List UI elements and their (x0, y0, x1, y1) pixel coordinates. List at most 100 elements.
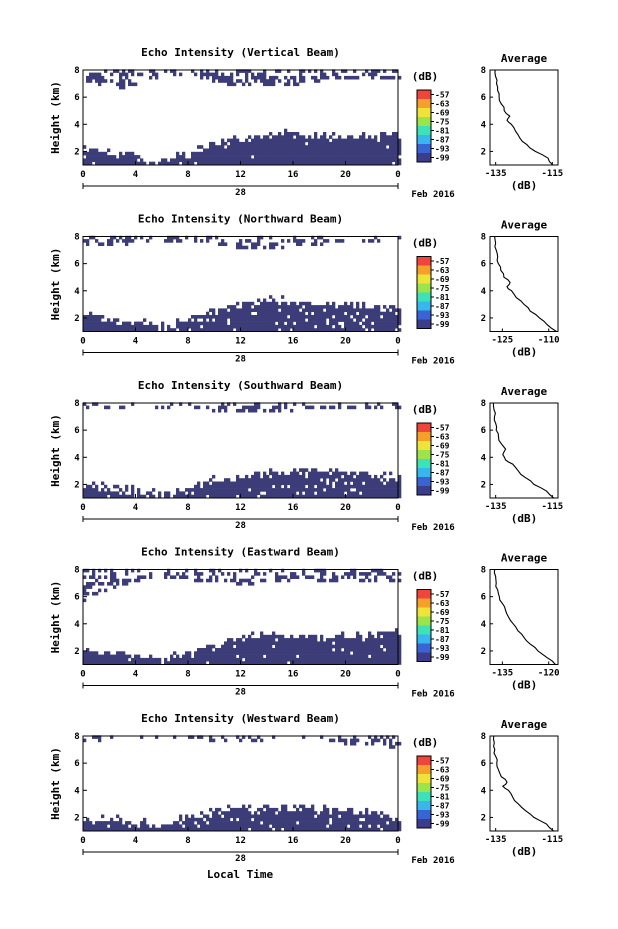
echo-cell (392, 651, 396, 655)
echo-cell (389, 575, 393, 579)
echo-cell (350, 821, 354, 825)
echo-cell (317, 481, 321, 486)
echo-cell (284, 474, 288, 479)
echo-cell (197, 491, 201, 495)
echo-cell (140, 321, 144, 326)
echo-cell (371, 814, 375, 819)
echo-cell (320, 321, 324, 326)
echo-cell (392, 827, 396, 832)
echo-cell (365, 661, 369, 665)
echo-cell (326, 141, 330, 146)
echo-cell (320, 145, 324, 149)
echo-cell (176, 661, 180, 665)
echo-cell (281, 151, 285, 156)
echo-cell (287, 161, 291, 166)
echo-cell (332, 827, 336, 832)
echo-cell (215, 578, 219, 583)
echo-cell (242, 151, 246, 156)
echo-cell (122, 405, 126, 410)
echo-cell (101, 491, 105, 495)
echo-cell (281, 661, 285, 665)
echo-cell (101, 155, 105, 159)
echo-cell (389, 321, 393, 326)
echo-cell (287, 824, 291, 828)
echo-cell (98, 328, 102, 332)
echo-cell (137, 568, 141, 573)
echo-cell (239, 315, 243, 319)
echo-cell (176, 572, 180, 576)
echo-cell (236, 311, 240, 316)
echo-cell (206, 239, 210, 243)
echo-cell (326, 148, 330, 153)
echo-cell (116, 651, 120, 655)
echo-cell (287, 814, 291, 819)
echo-cell (296, 657, 300, 662)
echo-cell (113, 654, 117, 659)
echo-cell (140, 158, 144, 162)
echo-cell (113, 69, 117, 73)
echo-cell (395, 817, 399, 822)
echo-cell (311, 141, 315, 146)
echo-cell (188, 824, 192, 828)
echo-cell (224, 478, 228, 482)
echo-cell (380, 824, 384, 828)
echo-cell (359, 494, 363, 499)
echo-cell (215, 321, 219, 326)
echo-cell (377, 145, 381, 149)
echo-cell (341, 148, 345, 153)
echo-cell (395, 148, 399, 153)
echo-cell (128, 578, 132, 583)
echo-cell (242, 141, 246, 146)
echo-cell (236, 488, 240, 492)
echo-cell (203, 821, 207, 825)
echo-cell (266, 644, 270, 649)
echo-cell (233, 155, 237, 159)
echo-cell (386, 735, 390, 739)
echo-cell (206, 648, 210, 652)
echo-cell (149, 575, 153, 579)
echo-cell (131, 568, 135, 573)
echo-cell (257, 641, 261, 645)
echo-cell (122, 494, 126, 499)
echo-cell (359, 644, 363, 649)
echo-cell (272, 161, 276, 166)
echo-cell (368, 141, 372, 146)
echo-cell (284, 148, 288, 153)
echo-cell (350, 135, 354, 139)
echo-cell (233, 308, 237, 312)
average-y-tick-label: 4 (481, 786, 487, 796)
echo-cell (389, 648, 393, 652)
echo-cell (365, 807, 369, 812)
echo-cell (182, 158, 186, 162)
echo-cell (272, 654, 276, 659)
echo-cell (302, 641, 306, 645)
echo-cell (284, 305, 288, 309)
echo-cell (239, 311, 243, 316)
echo-cell (200, 328, 204, 332)
echo-cell (347, 494, 351, 499)
echo-cell (89, 75, 93, 80)
echo-cell (221, 484, 225, 489)
echo-cell (263, 69, 267, 73)
echo-cell (335, 321, 339, 326)
echo-cell (296, 471, 300, 476)
echo-cell (188, 402, 192, 406)
echo-cell (380, 568, 384, 573)
echo-cell (170, 328, 174, 332)
echo-cell (299, 324, 303, 329)
echo-cell (386, 641, 390, 645)
echo-cell (119, 817, 123, 822)
echo-cell (335, 138, 339, 143)
echo-cell (341, 328, 345, 332)
echo-cell (245, 491, 249, 495)
echo-cell (350, 471, 354, 476)
echo-cell (239, 824, 243, 828)
echo-cell (347, 661, 351, 665)
echo-cell (197, 657, 201, 662)
echo-cell (224, 661, 228, 665)
echo-cell (251, 328, 255, 332)
echo-cell (275, 138, 279, 143)
echo-cell (395, 141, 399, 146)
echo-cell (356, 738, 360, 743)
echo-cell (332, 155, 336, 159)
